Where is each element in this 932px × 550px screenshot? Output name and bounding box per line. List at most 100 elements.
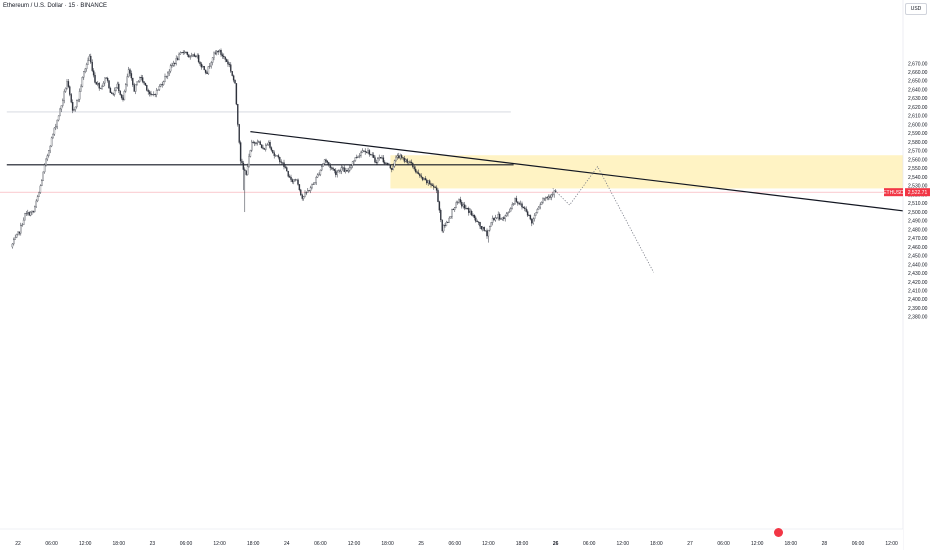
candle [372, 152, 375, 159]
candle [64, 87, 67, 93]
candle [38, 191, 40, 197]
price-tick-label: 2,540.00 [908, 175, 928, 181]
candle [346, 167, 348, 172]
supply-zone[interactable] [390, 155, 926, 189]
projection-path[interactable] [552, 165, 654, 273]
candle [239, 140, 242, 165]
candle [189, 55, 191, 60]
candle [186, 51, 189, 57]
candle [466, 207, 469, 210]
candle [461, 200, 463, 209]
candle [512, 203, 515, 206]
candle [377, 157, 379, 165]
candle [501, 217, 504, 221]
price-tick-label: 2,400.00 [908, 297, 928, 303]
candle [323, 159, 326, 165]
last-price-tag: ETHUSD 2,522.71 [883, 188, 930, 197]
candle [382, 155, 385, 164]
candle [136, 81, 138, 86]
price-axis[interactable]: 2,380.00 2,390.00 2,400.00 2,410.00 2,420.00… [902, 0, 932, 550]
candle [164, 73, 166, 83]
candle [445, 220, 448, 227]
candle [281, 161, 284, 165]
candle [489, 225, 491, 232]
candle [123, 89, 126, 101]
horizontal-levels-layer [6, 111, 514, 166]
candle [504, 214, 506, 222]
candle [519, 200, 522, 206]
currency-button[interactable]: USD [905, 3, 927, 15]
resistance-trendline[interactable] [250, 131, 906, 212]
candle [251, 139, 253, 153]
candle [235, 83, 238, 106]
candle [255, 141, 257, 146]
price-tick-label: 2,600.00 [908, 122, 928, 128]
candle [347, 167, 350, 174]
candle [368, 149, 371, 157]
price-tick-label: 2,630.00 [908, 96, 928, 102]
candle [231, 71, 233, 77]
candle [227, 59, 229, 67]
candle [379, 156, 382, 159]
economic-event-icon[interactable] [774, 528, 783, 537]
time-tick-label: 18:00 [785, 541, 798, 547]
candle [237, 103, 239, 127]
candle [99, 87, 102, 89]
candle [200, 62, 203, 70]
candle [547, 194, 550, 201]
candle [18, 231, 21, 236]
candle [108, 80, 110, 89]
candle [329, 163, 331, 171]
price-tick-label: 2,570.00 [908, 149, 928, 155]
candle [529, 214, 532, 221]
candle [364, 148, 366, 155]
candle [172, 60, 175, 67]
candle [265, 143, 267, 152]
time-axis[interactable]: 22 06:00 12:00 18:00 23 06:00 12:00 18:00 24 06:0… [0, 528, 903, 550]
supply-zone-layer [390, 155, 926, 189]
candle [406, 158, 408, 165]
candle [151, 94, 154, 96]
candle [350, 165, 352, 170]
candle [328, 162, 330, 167]
candle [29, 211, 32, 217]
candle [491, 215, 494, 226]
price-tick-label: 2,670.00 [908, 61, 928, 67]
candle [188, 54, 190, 58]
candle [533, 213, 536, 222]
candle [451, 208, 453, 220]
candle [553, 190, 555, 198]
candle [473, 214, 476, 221]
candle [25, 211, 28, 216]
candle [409, 160, 411, 166]
candle [339, 169, 341, 174]
candle [88, 54, 91, 62]
candle [49, 145, 51, 154]
time-tick-label: 12:00 [79, 541, 92, 547]
candle [210, 61, 212, 69]
candle [515, 195, 518, 203]
candle [354, 157, 357, 162]
time-tick-label: 23 [150, 541, 156, 547]
candle [510, 207, 512, 212]
price-tick-label: 2,490.00 [908, 219, 928, 225]
candle [81, 76, 84, 88]
candle [552, 191, 554, 198]
candle [528, 214, 530, 217]
candle [253, 141, 256, 147]
candle [134, 84, 137, 95]
candle [73, 108, 75, 112]
candle [116, 81, 119, 90]
candle [178, 52, 180, 61]
time-axis-bg [0, 529, 903, 550]
candle [441, 219, 443, 233]
candle [542, 197, 544, 204]
candle [35, 199, 37, 208]
candle [150, 90, 152, 97]
candle [144, 82, 147, 87]
price-tick-label: 2,650.00 [908, 79, 928, 85]
time-tick-label: 18:00 [113, 541, 126, 547]
candle [241, 158, 243, 165]
candle [102, 81, 105, 87]
